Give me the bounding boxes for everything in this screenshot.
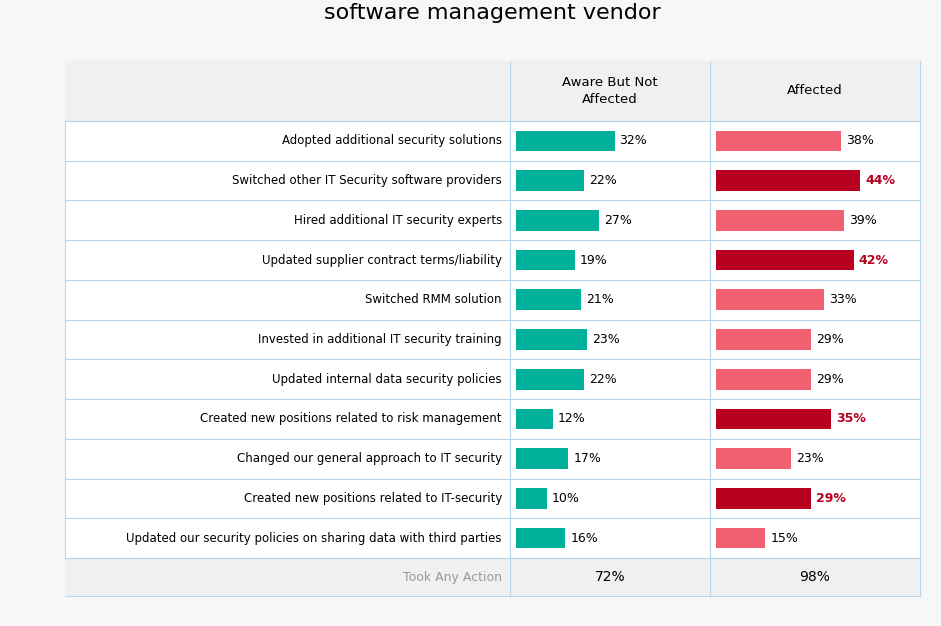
Text: Hired additional IT security experts: Hired additional IT security experts	[294, 214, 502, 227]
Text: Affected: Affected	[787, 85, 843, 98]
Bar	[716, 528, 765, 548]
Text: 29%: 29%	[816, 333, 844, 346]
Bar	[516, 488, 547, 509]
Bar	[65, 61, 920, 121]
Text: Took Any Action: Took Any Action	[403, 570, 502, 583]
Text: 98%: 98%	[800, 570, 831, 584]
Text: Created new positions related to risk management: Created new positions related to risk ma…	[200, 413, 502, 426]
Text: Updated internal data security policies: Updated internal data security policies	[272, 372, 502, 386]
Text: 12%: 12%	[558, 413, 585, 426]
Bar	[716, 409, 831, 429]
Bar	[516, 528, 566, 548]
Text: Invested in additional IT security training: Invested in additional IT security train…	[259, 333, 502, 346]
Text: 17%: 17%	[573, 452, 601, 465]
Text: 19%: 19%	[580, 254, 607, 267]
Bar	[716, 210, 844, 230]
Text: 38%: 38%	[846, 135, 873, 147]
Text: Changed our general approach to IT security: Changed our general approach to IT secur…	[237, 452, 502, 465]
Text: 15%: 15%	[770, 531, 798, 545]
Text: Aware But Not
Affected: Aware But Not Affected	[562, 76, 658, 106]
Text: 22%: 22%	[589, 372, 616, 386]
Text: 29%: 29%	[816, 492, 846, 505]
Text: 39%: 39%	[849, 214, 877, 227]
Bar	[516, 448, 568, 469]
Bar	[516, 131, 614, 151]
Bar	[516, 329, 587, 350]
Bar	[65, 558, 920, 596]
Text: 29%: 29%	[816, 372, 844, 386]
Bar	[516, 210, 599, 230]
Bar	[516, 289, 581, 310]
Bar	[516, 409, 553, 429]
Bar	[65, 61, 920, 596]
Bar	[516, 369, 583, 389]
Text: 27%: 27%	[604, 214, 632, 227]
Text: Switched RMM solution: Switched RMM solution	[365, 293, 502, 306]
Text: 23%: 23%	[592, 333, 619, 346]
Bar	[716, 170, 860, 191]
Bar	[516, 170, 583, 191]
Text: 42%: 42%	[859, 254, 888, 267]
Text: Switched other IT Security software providers: Switched other IT Security software prov…	[232, 174, 502, 187]
Bar	[716, 448, 791, 469]
Text: 33%: 33%	[829, 293, 857, 306]
Text: Actions taken by MSPs in response to a supply chain attack on a
software managem: Actions taken by MSPs in response to a s…	[134, 0, 851, 23]
Text: 23%: 23%	[796, 452, 824, 465]
Text: 35%: 35%	[836, 413, 866, 426]
Bar	[716, 488, 811, 509]
Bar	[716, 369, 811, 389]
Text: 10%: 10%	[551, 492, 580, 505]
Bar	[716, 289, 824, 310]
Bar	[716, 250, 853, 270]
Text: 44%: 44%	[866, 174, 895, 187]
Text: 16%: 16%	[570, 531, 598, 545]
Text: 21%: 21%	[585, 293, 614, 306]
Text: Adopted additional security solutions: Adopted additional security solutions	[282, 135, 502, 147]
Text: 72%: 72%	[595, 570, 626, 584]
Bar	[516, 250, 575, 270]
Text: 22%: 22%	[589, 174, 616, 187]
Bar	[716, 329, 811, 350]
Text: 32%: 32%	[619, 135, 647, 147]
Text: Created new positions related to IT-security: Created new positions related to IT-secu…	[244, 492, 502, 505]
Bar	[716, 131, 840, 151]
Text: Updated supplier contract terms/liability: Updated supplier contract terms/liabilit…	[262, 254, 502, 267]
Text: Updated our security policies on sharing data with third parties: Updated our security policies on sharing…	[126, 531, 502, 545]
